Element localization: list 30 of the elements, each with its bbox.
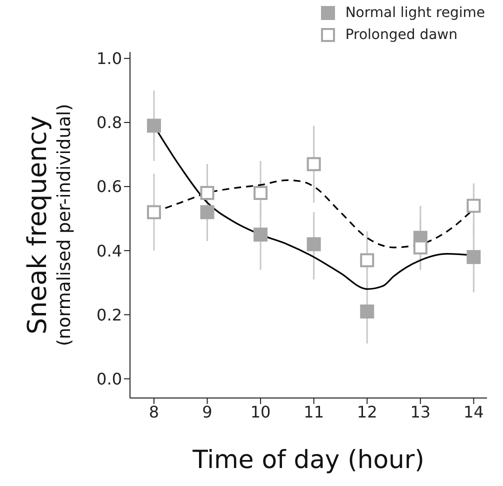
x-tick-label: 10: [250, 402, 271, 422]
x-tick-label: 11: [304, 402, 324, 422]
point: [146, 205, 161, 220]
y-axis-title: Sneak frequency (normalised per-individual): [23, 104, 75, 346]
point: [306, 237, 321, 252]
point: [254, 228, 268, 242]
x-tick-label: 13: [410, 402, 431, 422]
point: [413, 240, 428, 254]
point: [306, 157, 321, 172]
x-tick-label: 12: [356, 402, 378, 422]
y-tick-label: 0.6: [96, 177, 122, 196]
x-tick-label: 8: [148, 402, 160, 422]
point: [466, 250, 481, 264]
y-tick-label: 0.0: [96, 369, 122, 388]
legend-label: Normal light regime: [345, 4, 485, 23]
y-tick-label: 0.2: [96, 305, 122, 324]
legend-label: Prolonged dawn: [345, 26, 458, 45]
point: [146, 118, 161, 133]
x-tick-label: 14: [464, 402, 484, 422]
y-tick-label: 0.8: [96, 113, 122, 132]
point: [200, 205, 214, 220]
point: [360, 253, 374, 268]
y-tick-label: 0.4: [96, 241, 122, 260]
point: [254, 186, 268, 200]
point: [200, 186, 214, 200]
x-tick-label: 9: [202, 402, 212, 422]
point: [360, 304, 374, 318]
point: [466, 198, 481, 213]
y-tick-label: 1.0: [96, 49, 122, 68]
x-axis-title: Time of day (hour): [192, 445, 424, 474]
